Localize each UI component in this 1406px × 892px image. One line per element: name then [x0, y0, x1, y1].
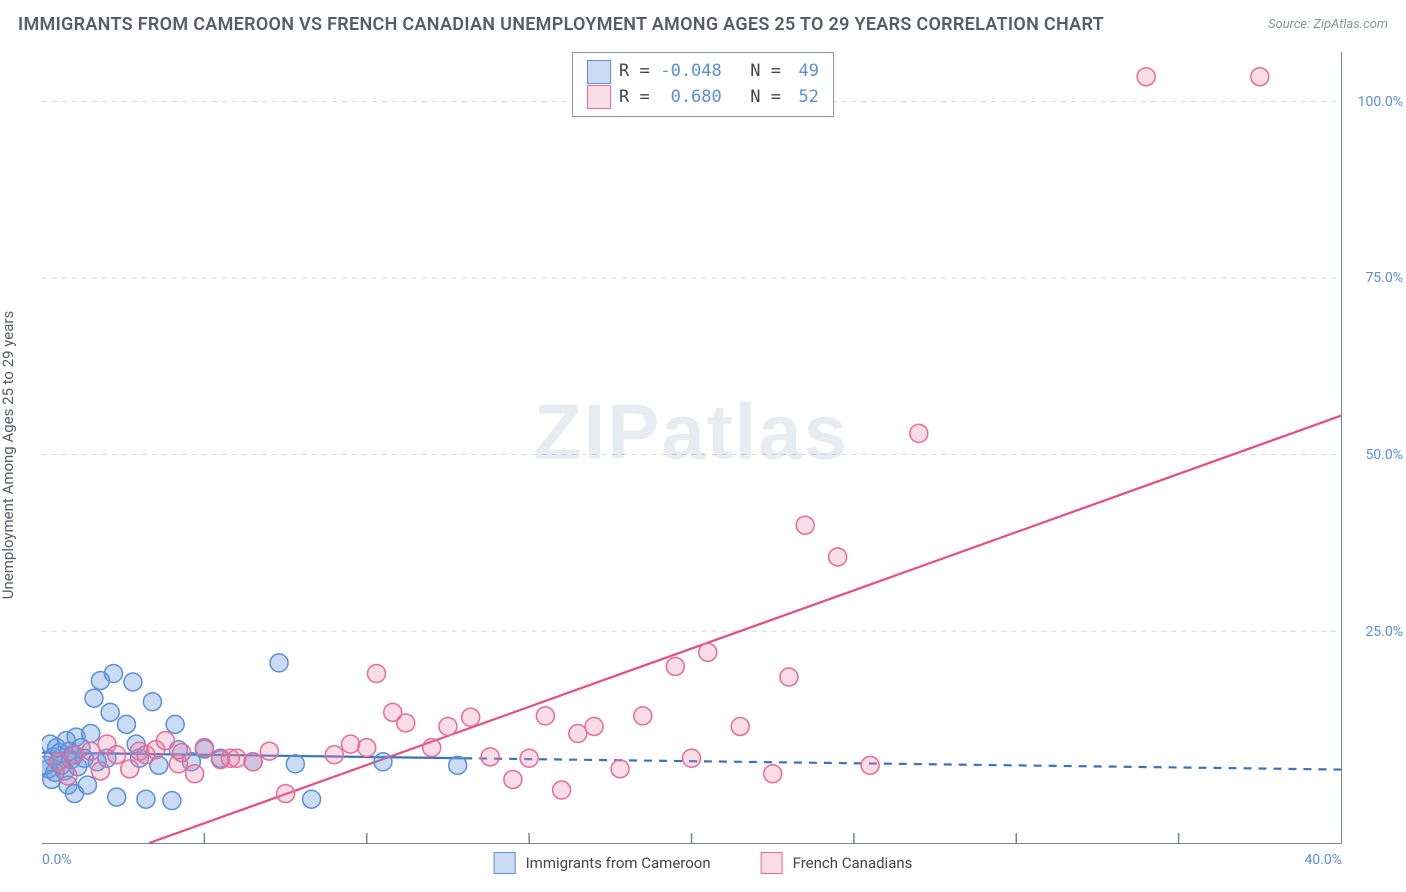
- scatter-plot-svg: [42, 52, 1341, 843]
- series-label: Immigrants from Cameroon: [526, 854, 711, 872]
- legend-swatch: [494, 852, 516, 874]
- series-legend-item: Immigrants from Cameroon: [494, 852, 711, 874]
- chart-source: Source: ZipAtlas.com: [1268, 17, 1388, 32]
- y-axis-label: Unemployment Among Ages 25 to 29 years: [0, 311, 17, 599]
- y-tick-label: 50.0%: [1365, 447, 1403, 463]
- legend-swatch: [587, 85, 611, 109]
- chart-title: IMMIGRANTS FROM CAMEROON VS FRENCH CANAD…: [18, 14, 1104, 35]
- legend-r-value: 0.680: [658, 85, 722, 111]
- legend-n-label: N =: [730, 85, 781, 111]
- legend-r-label: R =: [619, 85, 650, 111]
- y-tick-label: 25.0%: [1365, 624, 1403, 640]
- series-legend-item: French Canadians: [761, 852, 913, 874]
- series-legend: Immigrants from Cameroon French Canadians: [494, 852, 913, 874]
- y-tick-label: 100.0%: [1358, 94, 1403, 110]
- y-tick-label: 75.0%: [1365, 270, 1403, 286]
- correlation-legend: R = -0.048 N = 49R = 0.680 N = 52: [572, 52, 834, 117]
- legend-row: R = -0.048 N = 49: [587, 59, 819, 85]
- x-tick-label: 40.0%: [1304, 852, 1342, 868]
- legend-n-label: N =: [730, 59, 781, 85]
- x-tick-label: 0.0%: [42, 852, 72, 868]
- series-label: French Canadians: [793, 854, 913, 872]
- plot-area: 25.0%50.0%75.0%100.0% ZIPatlas: [42, 52, 1342, 844]
- legend-n-value: 52: [789, 85, 819, 111]
- legend-r-label: R =: [619, 59, 650, 85]
- legend-row: R = 0.680 N = 52: [587, 85, 819, 111]
- legend-n-value: 49: [789, 59, 819, 85]
- legend-swatch: [587, 60, 611, 84]
- legend-swatch: [761, 852, 783, 874]
- legend-r-value: -0.048: [658, 59, 722, 85]
